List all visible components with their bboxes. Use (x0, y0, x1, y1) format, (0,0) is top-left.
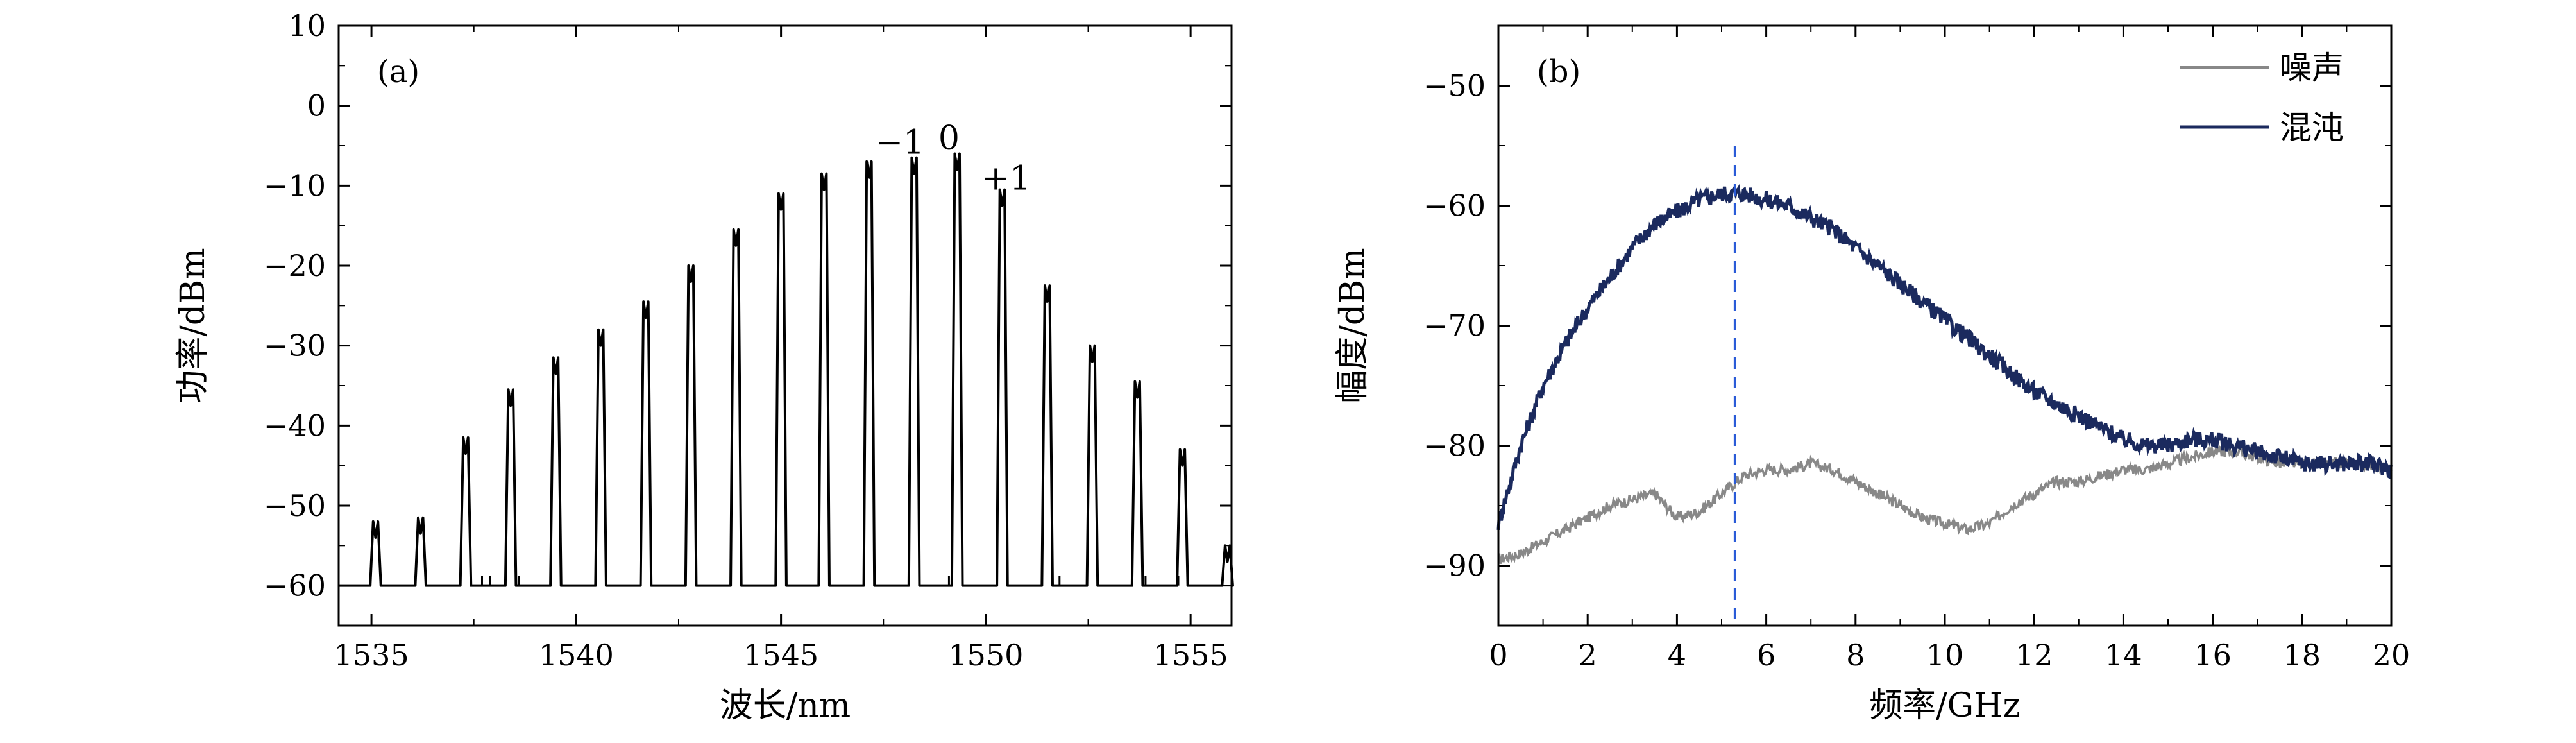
b-x-tick-label: 14 (2105, 638, 2142, 672)
chart-b-frame (1497, 24, 2393, 627)
a-y-tick-label: 0 (307, 89, 326, 123)
chart-a-peak-point (645, 316, 647, 319)
legend-label-noise: 噪声 (2280, 49, 2344, 87)
b-x-tick-label: 16 (2194, 638, 2232, 672)
b-y-tick-label: −80 (1423, 429, 1486, 463)
chart-a-peak-point (780, 209, 783, 211)
chart-a-x-axis-label: 波长/nm (720, 687, 851, 725)
chart-a-comb-line (339, 152, 1234, 587)
chart-a-peak-point (419, 533, 422, 535)
chart-a-peak-point (464, 452, 467, 455)
chart-b: 0 2 4 6 8 10 12 14 16 18 20 −50 −60 −70 −80 −90 (b) 噪声 … (1334, 24, 2410, 725)
chart-a-peak-point (1226, 560, 1229, 563)
chart-a-annotation-plus1: +1 (981, 160, 1031, 198)
a-y-tick-label: 10 (288, 8, 326, 43)
chart-a-peak-point (509, 404, 512, 407)
chart-a-panel-label: (a) (377, 54, 419, 90)
chart-a-peak-point (823, 189, 826, 191)
chart-a-y-axis-label: 功率/dBm (174, 248, 212, 403)
chart-b-panel-label: (b) (1537, 54, 1580, 90)
chart-b-series-noise-line (1498, 443, 2393, 564)
b-x-tick-label: 18 (2284, 638, 2321, 672)
chart-a-peak-point (1046, 300, 1049, 303)
chart-a-peak-point (374, 536, 377, 539)
chart-a-peak-point (913, 173, 915, 175)
chart-b-legend: 噪声 混沌 (2180, 49, 2344, 146)
chart-a-annotation-minus1: −1 (875, 123, 924, 162)
chart-b-series-chaos-line (1496, 184, 2393, 531)
chart-b-series (1496, 184, 2393, 564)
a-x-tick-label: 1540 (539, 638, 614, 672)
chart-a-annotation-0: 0 (938, 119, 960, 158)
chart-b-x-axis-label: 频率/GHz (1869, 687, 2021, 725)
a-y-tick-label: −10 (264, 168, 326, 203)
a-x-tick-label: 1550 (948, 638, 1023, 672)
b-y-tick-label: −50 (1423, 69, 1486, 103)
a-y-tick-label: −60 (264, 568, 326, 603)
a-y-tick-label: −40 (264, 408, 326, 443)
b-x-tick-label: 6 (1757, 638, 1775, 672)
chart-a: 1535 1540 1545 1550 1555100−10−20−30−40−50−6… (174, 8, 1234, 725)
chart-a-peak-point (600, 345, 602, 347)
b-x-tick-label: 4 (1668, 638, 1686, 672)
b-x-tick-label: 12 (2015, 638, 2053, 672)
chart-a-peak-point (1091, 361, 1094, 363)
chart-a-peak-point (956, 168, 958, 171)
chart-a-peak-point (690, 280, 692, 283)
a-x-tick-label: 1545 (743, 638, 818, 672)
chart-a-frame (337, 24, 1233, 627)
a-x-tick-label: 1535 (334, 638, 409, 672)
b-y-tick-label: −90 (1423, 549, 1486, 583)
b-x-tick-label: 2 (1579, 638, 1597, 672)
b-x-tick-label: 10 (1926, 638, 1964, 672)
chart-a-peak-point (734, 244, 737, 247)
a-y-tick-label: −20 (264, 248, 326, 283)
chart-a-peak-point (868, 176, 870, 179)
b-x-tick-label: 20 (2373, 638, 2411, 672)
b-y-tick-label: −60 (1423, 189, 1486, 223)
chart-a-series (339, 152, 1234, 587)
chart-b-y-axis-label: 幅度/dBm (1334, 248, 1372, 403)
chart-a-ticks: 1535 1540 1545 1550 1555100−10−20−30−40−50−6… (264, 8, 1232, 672)
chart-a-peak-point (554, 372, 557, 375)
b-x-tick-label: 8 (1846, 638, 1865, 672)
chart-b-ticks: 0 2 4 6 8 10 12 14 16 18 20 −50 −60 −70 −80 −90 (1423, 26, 2410, 672)
a-y-tick-label: −50 (264, 488, 326, 523)
chart-a-peak-point (1181, 465, 1183, 467)
legend-label-chaos: 混沌 (2280, 109, 2344, 146)
b-x-tick-label: 0 (1489, 638, 1507, 672)
a-x-tick-label: 1555 (1153, 638, 1228, 672)
b-y-tick-label: −70 (1423, 309, 1486, 343)
chart-a-peak-point (1136, 397, 1139, 399)
a-y-tick-label: −30 (264, 329, 326, 363)
chart-a-peak-point (1001, 205, 1003, 207)
